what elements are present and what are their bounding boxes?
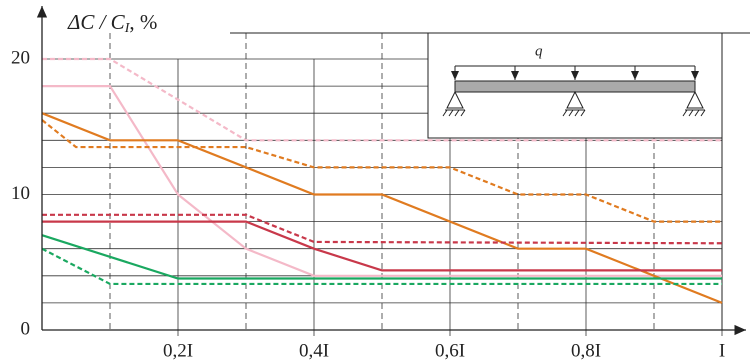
series-line — [41, 119, 722, 223]
inset-label: q — [535, 43, 543, 59]
x-tick-label: 0,6I — [435, 340, 465, 361]
y-label-main: ΔC / C — [67, 10, 126, 34]
y-label-suffix: , % — [129, 10, 157, 34]
series-line — [41, 247, 722, 286]
x-tick-label: 0,8I — [571, 340, 601, 361]
x-tick-label: I — [719, 340, 725, 361]
series-line — [42, 220, 722, 272]
y-tick-label: 20 — [11, 47, 30, 68]
x-tick-label: 0,4I — [299, 340, 329, 361]
series-line — [42, 213, 723, 245]
series-line — [41, 234, 722, 280]
series-group — [41, 57, 723, 304]
series-line — [42, 57, 722, 142]
y-tick-label: 10 — [11, 183, 30, 204]
y-axis-label: ΔC / CI, % — [67, 10, 157, 36]
series-line — [41, 112, 723, 304]
y-label-sub: I — [124, 21, 131, 36]
x-tick-label: 0,2I — [163, 340, 193, 361]
y-tick-label: 0 — [21, 318, 31, 339]
inset-diagram: q — [427, 32, 723, 139]
